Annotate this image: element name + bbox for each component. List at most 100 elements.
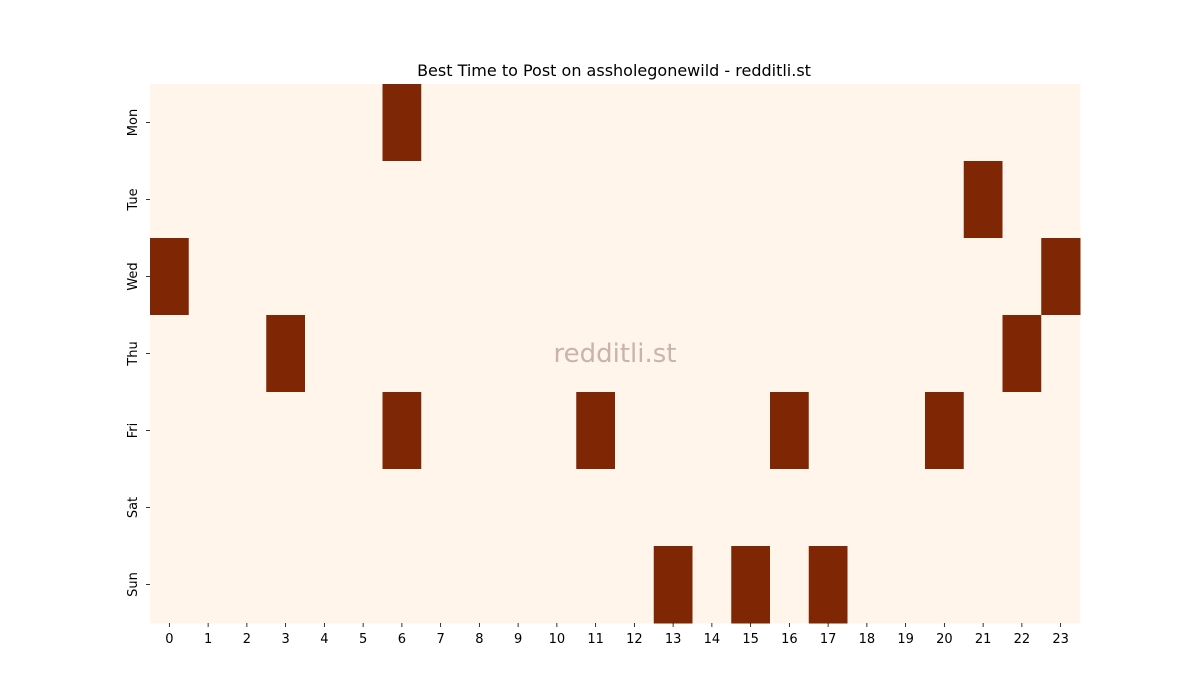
heatmap-cell-sat-5 [343,469,383,547]
heatmap-cell-wed-9 [498,238,538,316]
heatmap-cell-mon-14 [692,84,732,162]
x-axis: 0 1 2 3 4 5 6 7 8 9 10 11 12 13 14 15 16 17 18 19 20 21 22 23 [165,623,1069,647]
heatmap-cell-tue-9 [498,161,538,239]
heatmap-cell-mon-11 [576,84,616,162]
heatmap-cell-sat-17 [808,469,848,547]
heatmap-cell-thu-3 [266,315,306,393]
heatmap-cell-thu-19 [886,315,926,393]
heatmap-cell-sat-1 [188,469,228,547]
heatmap-cell-sat-9 [498,469,538,547]
heatmap-cell-tue-22 [1002,161,1042,239]
heatmap-cell-thu-7 [421,315,461,393]
y-tick-label-sun: Sun [126,572,141,597]
y-tick-label-tue: Tue [126,188,141,211]
heatmap-cell-mon-7 [421,84,461,162]
heatmap-cell-sat-18 [847,469,887,547]
x-tick-label-15: 15 [742,632,759,647]
heatmap-cell-tue-0 [150,161,190,239]
heatmap-cell-thu-10 [537,315,577,393]
heatmap-cell-wed-7 [421,238,461,316]
heatmap-cell-fri-1 [188,392,228,470]
heatmap-cell-sun-12 [615,546,655,624]
heatmap-cell-thu-13 [653,315,693,393]
heatmap-cell-sun-5 [343,546,383,624]
heatmap-cell-mon-13 [653,84,693,162]
heatmap-cell-sun-0 [150,546,190,624]
x-tick-label-16: 16 [781,632,798,647]
heatmap-cell-thu-17 [808,315,848,393]
heatmap-cell-wed-11 [576,238,616,316]
heatmap-cell-wed-22 [1002,238,1042,316]
heatmap-cell-thu-12 [615,315,655,393]
heatmap-cell-wed-5 [343,238,383,316]
heatmap-cell-wed-23 [1041,238,1081,316]
heatmap-cell-sun-2 [227,546,267,624]
heatmap-cell-sat-14 [692,469,732,547]
heatmap-cell-fri-4 [305,392,345,470]
heatmap-cell-wed-3 [266,238,306,316]
heatmap-cell-tue-8 [460,161,500,239]
heatmap-cell-tue-13 [653,161,693,239]
heatmap-cell-wed-10 [537,238,577,316]
heatmap-cell-wed-1 [188,238,228,316]
heatmap-cell-tue-7 [421,161,461,239]
heatmap-cell-fri-21 [963,392,1003,470]
heatmap-cell-tue-5 [343,161,383,239]
heatmap-cell-tue-17 [808,161,848,239]
heatmap-cell-sat-16 [770,469,810,547]
heatmap-cell-wed-17 [808,238,848,316]
heatmap-cell-fri-10 [537,392,577,470]
heatmap-cell-mon-0 [150,84,190,162]
x-tick-label-9: 9 [514,632,522,647]
heatmap-cell-tue-11 [576,161,616,239]
heatmap-cell-fri-9 [498,392,538,470]
x-tick-label-0: 0 [165,632,173,647]
x-tick-label-3: 3 [281,632,289,647]
x-tick-label-7: 7 [436,632,444,647]
heatmap-cell-mon-6 [382,84,422,162]
heatmap-cell-sun-6 [382,546,422,624]
heatmap-cell-fri-15 [731,392,771,470]
heatmap-cell-wed-16 [770,238,810,316]
x-tick-label-5: 5 [359,632,367,647]
heatmap-cell-mon-8 [460,84,500,162]
heatmap-cell-mon-12 [615,84,655,162]
heatmap-cell-wed-21 [963,238,1003,316]
heatmap-cell-sat-0 [150,469,190,547]
heatmap-cell-thu-6 [382,315,422,393]
heatmap-cell-mon-18 [847,84,887,162]
heatmap-cell-mon-22 [1002,84,1042,162]
heatmap-cell-tue-14 [692,161,732,239]
heatmap-cell-wed-20 [925,238,965,316]
heatmap-cell-sun-1 [188,546,228,624]
heatmap-cell-thu-14 [692,315,732,393]
heatmap-cell-mon-23 [1041,84,1081,162]
heatmap-cell-thu-18 [847,315,887,393]
heatmap-cell-sun-4 [305,546,345,624]
heatmap-cell-sun-3 [266,546,306,624]
heatmap-cell-sun-22 [1002,546,1042,624]
heatmap-cell-thu-11 [576,315,616,393]
heatmap-cell-sat-15 [731,469,771,547]
heatmap-cell-sun-13 [653,546,693,624]
x-tick-label-17: 17 [820,632,837,647]
heatmap-cell-wed-0 [150,238,190,316]
heatmap-cell-tue-10 [537,161,577,239]
heatmap-cell-tue-12 [615,161,655,239]
heatmap-cell-tue-3 [266,161,306,239]
heatmap-cell-mon-4 [305,84,345,162]
heatmap-cell-wed-14 [692,238,732,316]
heatmap-cell-tue-6 [382,161,422,239]
heatmap-cell-fri-5 [343,392,383,470]
heatmap-cell-tue-23 [1041,161,1081,239]
heatmap-cell-fri-16 [770,392,810,470]
heatmap-cell-sun-15 [731,546,771,624]
heatmap-cell-thu-16 [770,315,810,393]
heatmap-cell-thu-0 [150,315,190,393]
x-tick-label-18: 18 [859,632,876,647]
heatmap-cell-thu-8 [460,315,500,393]
x-tick-label-8: 8 [475,632,483,647]
chart-title: Best Time to Post on assholegonewild - r… [417,61,811,80]
x-tick-label-10: 10 [549,632,566,647]
x-tick-label-20: 20 [936,632,953,647]
